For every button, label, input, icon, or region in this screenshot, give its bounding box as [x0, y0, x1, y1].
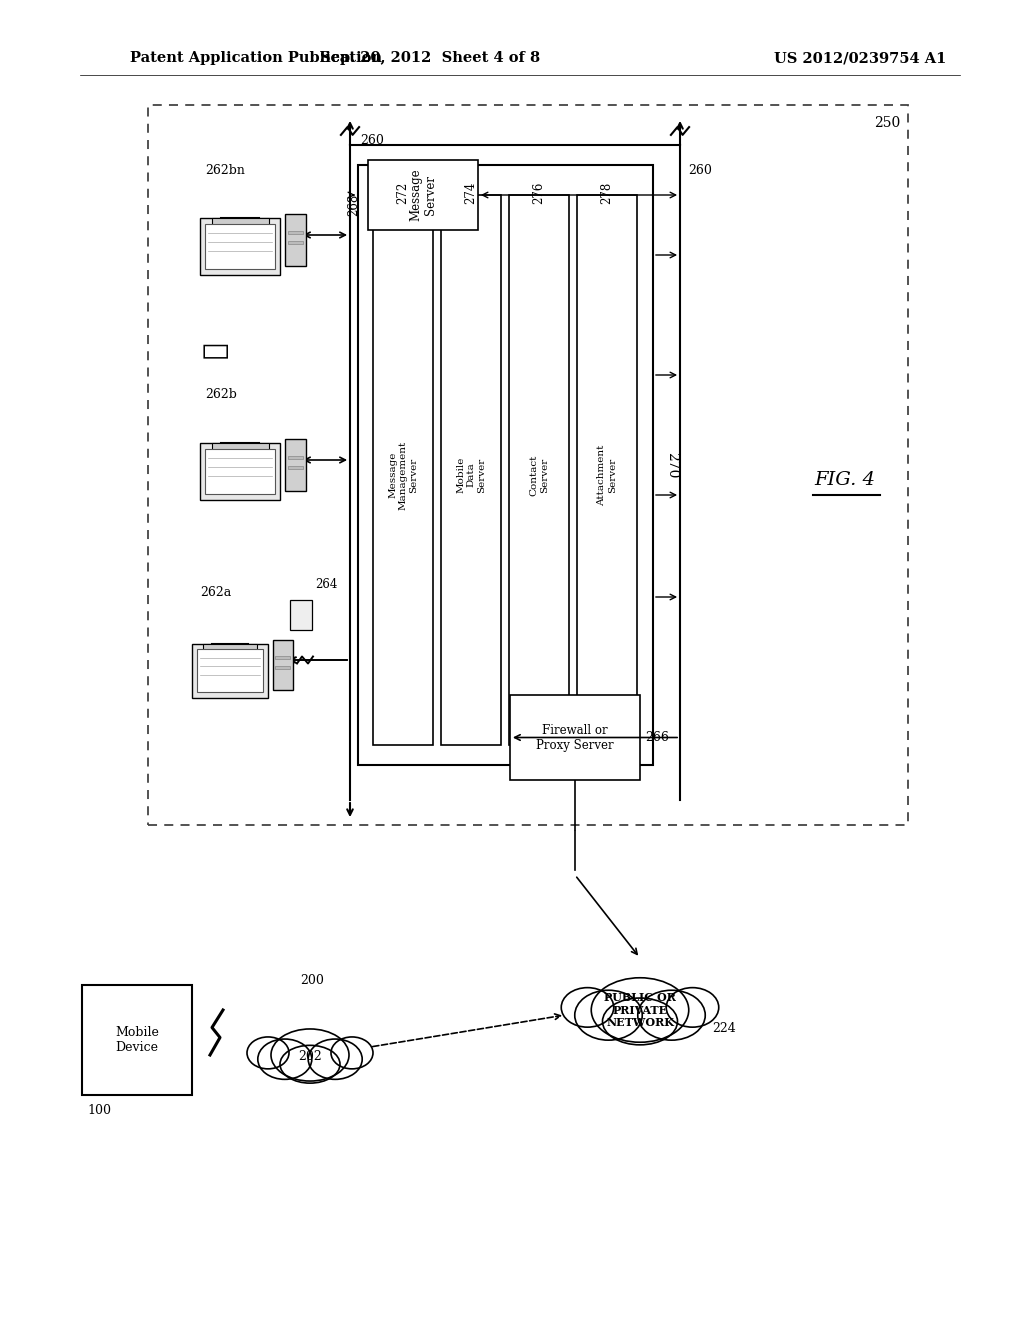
Bar [212, 218, 268, 226]
Ellipse shape [271, 1030, 349, 1081]
Text: 202: 202 [298, 1051, 322, 1064]
Text: 264: 264 [315, 578, 337, 591]
Text: Patent Application Publication: Patent Application Publication [130, 51, 382, 65]
Text: Firewall or
Proxy Server: Firewall or Proxy Server [537, 723, 613, 751]
Bar [82, 985, 193, 1096]
Text: PUBLIC OR
PRIVATE
NETWORK: PUBLIC OR PRIVATE NETWORK [604, 991, 676, 1028]
Text: 260: 260 [360, 133, 384, 147]
Ellipse shape [280, 1045, 340, 1084]
Bar [275, 665, 290, 668]
Bar [212, 444, 268, 450]
Ellipse shape [308, 1039, 362, 1080]
Ellipse shape [638, 990, 706, 1040]
Text: 100: 100 [87, 1104, 111, 1117]
Text: 270: 270 [665, 451, 679, 478]
Ellipse shape [591, 978, 689, 1043]
Bar [373, 195, 433, 744]
Ellipse shape [247, 1038, 289, 1069]
Text: 262a: 262a [200, 586, 231, 598]
Text: Attachment
Server: Attachment Server [597, 445, 616, 506]
Text: Contact
Server: Contact Server [529, 454, 549, 496]
Text: 266: 266 [645, 731, 669, 744]
Ellipse shape [602, 998, 678, 1045]
Bar [288, 242, 303, 244]
Bar [285, 214, 306, 267]
Ellipse shape [667, 987, 719, 1027]
Text: 262b: 262b [205, 388, 237, 401]
Bar [206, 449, 274, 494]
Bar [441, 195, 501, 744]
Text: 278: 278 [600, 182, 613, 205]
Text: US 2012/0239754 A1: US 2012/0239754 A1 [774, 51, 946, 65]
Text: 268: 268 [347, 194, 360, 216]
Text: 250: 250 [873, 116, 900, 129]
Bar [198, 649, 263, 693]
Bar [510, 696, 640, 780]
Ellipse shape [561, 987, 613, 1027]
Bar [288, 466, 303, 469]
Bar [148, 106, 908, 825]
Bar [206, 223, 274, 269]
Bar [200, 218, 281, 275]
Text: 262bn: 262bn [205, 164, 245, 177]
Text: Message
Management
Server: Message Management Server [388, 441, 418, 510]
Text: Sep. 20, 2012  Sheet 4 of 8: Sep. 20, 2012 Sheet 4 of 8 [319, 51, 540, 65]
Text: FIG. 4: FIG. 4 [814, 471, 876, 488]
Text: 200: 200 [300, 974, 324, 986]
Ellipse shape [574, 990, 642, 1040]
Bar [272, 640, 293, 689]
Text: Mobile
Data
Server: Mobile Data Server [456, 457, 486, 494]
Bar [288, 455, 303, 458]
Ellipse shape [331, 1038, 373, 1069]
Bar [577, 195, 637, 744]
Bar [191, 644, 268, 698]
Ellipse shape [258, 1039, 311, 1080]
Bar [290, 601, 312, 630]
Bar [288, 231, 303, 234]
Bar [509, 195, 569, 744]
Text: Message
Server: Message Server [409, 169, 437, 222]
Text: 224: 224 [712, 1022, 736, 1035]
Bar [368, 160, 478, 230]
Bar [200, 444, 281, 500]
Text: 276: 276 [532, 182, 546, 205]
Bar [203, 644, 257, 651]
Text: 274: 274 [465, 182, 477, 205]
Bar [275, 656, 290, 659]
Text: Mobile
Device: Mobile Device [115, 1026, 159, 1053]
Text: 272: 272 [396, 182, 410, 205]
Text: 260: 260 [688, 164, 712, 177]
Bar [285, 440, 306, 491]
Text: ⋯: ⋯ [202, 342, 228, 358]
Bar [358, 165, 653, 766]
